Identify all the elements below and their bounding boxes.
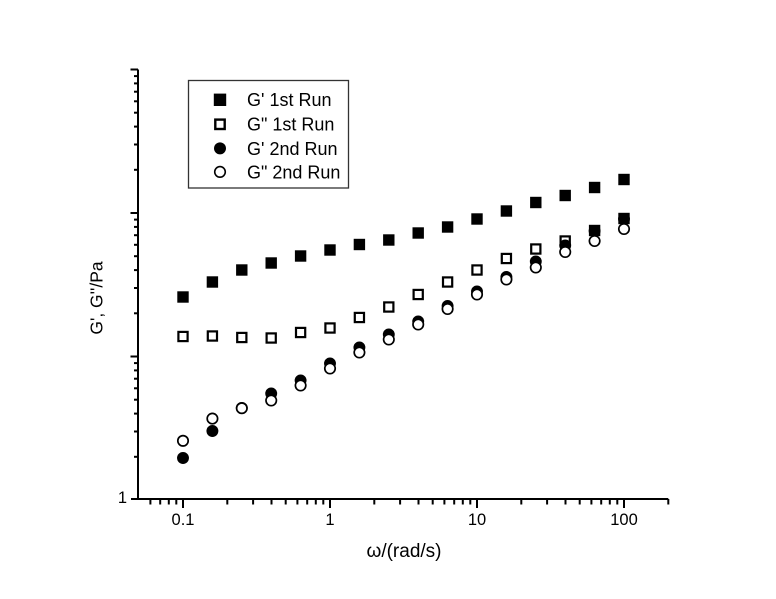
svg-text:1: 1 <box>325 511 334 529</box>
svg-text:G" 2nd Run: G" 2nd Run <box>247 162 340 182</box>
svg-text:100: 100 <box>610 511 638 529</box>
svg-text:0.1: 0.1 <box>172 511 195 529</box>
svg-text:10: 10 <box>468 511 486 529</box>
svg-text:G' 2nd Run: G' 2nd Run <box>247 139 338 159</box>
svg-text:G" 1st Run: G" 1st Run <box>247 115 334 135</box>
svg-text:1: 1 <box>118 489 127 507</box>
svg-text:G' 1st Run: G' 1st Run <box>247 90 331 110</box>
svg-text:ω/(rad/s): ω/(rad/s) <box>366 541 441 562</box>
svg-text:G', G''/Pa: G', G''/Pa <box>87 261 107 335</box>
